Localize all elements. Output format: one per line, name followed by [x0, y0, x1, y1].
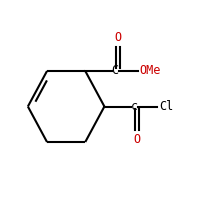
Text: OMe: OMe: [140, 65, 161, 78]
Text: O: O: [114, 31, 121, 44]
Text: c: c: [131, 100, 138, 113]
Text: Cl: Cl: [159, 100, 173, 113]
Text: O: O: [133, 133, 140, 146]
Text: C: C: [112, 65, 119, 78]
